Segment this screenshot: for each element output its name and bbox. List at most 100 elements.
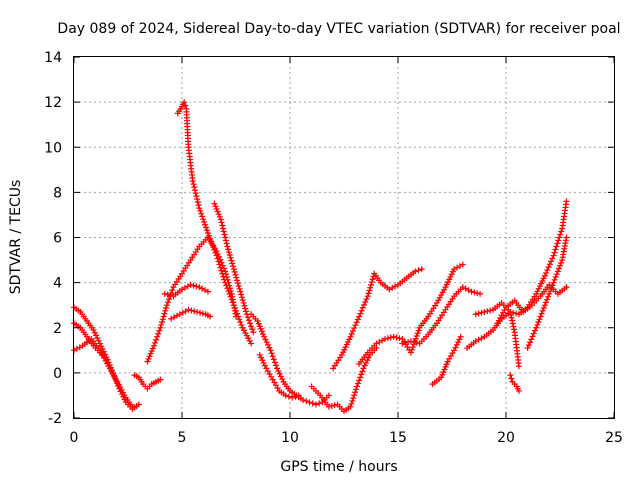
data-point (544, 267, 551, 274)
data-point (361, 301, 368, 308)
data-point (409, 344, 416, 351)
data-point (199, 213, 206, 220)
data-point (289, 394, 296, 401)
data-point (279, 376, 286, 383)
series-trace-e (144, 234, 239, 365)
data-point (228, 257, 235, 264)
data-point (563, 234, 570, 241)
data-point (530, 330, 537, 337)
data-point (91, 329, 98, 336)
y-axis-label: SDTVAR / TECUs (8, 180, 24, 295)
data-point (266, 344, 273, 351)
data-point (529, 333, 536, 340)
data-point (189, 178, 196, 185)
data-point (402, 339, 409, 346)
data-point (241, 302, 248, 309)
data-point (220, 273, 227, 280)
series-trace-s (507, 372, 522, 394)
data-point (349, 397, 356, 404)
data-point (223, 282, 230, 289)
data-point (364, 293, 371, 300)
data-point (236, 316, 243, 323)
x-tick-label: 20 (497, 430, 515, 446)
data-point (363, 359, 370, 366)
data-point (201, 218, 208, 225)
data-point (475, 310, 482, 317)
data-point (442, 363, 449, 370)
data-point (135, 401, 142, 408)
data-point (193, 193, 200, 200)
data-point (524, 345, 531, 352)
data-point (149, 345, 156, 352)
data-point (471, 289, 478, 296)
data-point (169, 287, 176, 294)
data-point (234, 277, 241, 284)
data-point (167, 292, 174, 299)
data-point (248, 340, 255, 347)
data-point (260, 331, 266, 338)
data-point (399, 340, 406, 347)
data-point (356, 377, 363, 384)
data-point (472, 311, 479, 318)
data-point (155, 330, 162, 337)
data-point (95, 337, 102, 344)
data-point (468, 288, 475, 295)
y-tick-label: 14 (44, 50, 62, 66)
data-point (198, 210, 205, 217)
data-point (234, 310, 241, 317)
data-point (306, 399, 313, 406)
data-point (382, 336, 389, 343)
data-point (153, 336, 160, 343)
data-point (557, 262, 563, 269)
data-point (231, 305, 238, 312)
x-tick-label: 0 (70, 430, 79, 446)
data-point (441, 366, 448, 373)
y-tick-label: 0 (53, 366, 62, 382)
data-point (159, 316, 166, 323)
data-point (259, 357, 266, 364)
data-point (515, 363, 522, 370)
data-point (222, 234, 229, 241)
data-point (260, 359, 267, 366)
data-point (158, 321, 165, 328)
x-tick-label: 10 (281, 430, 299, 446)
data-point (235, 313, 242, 320)
data-point (474, 290, 481, 297)
data-point (166, 296, 173, 303)
data-point (232, 271, 239, 278)
data-point (144, 358, 151, 365)
data-point (354, 316, 361, 323)
data-point (229, 299, 236, 306)
data-point (145, 355, 152, 362)
data-point (223, 240, 230, 247)
data-point (237, 319, 244, 326)
data-point (384, 335, 391, 342)
data-point (556, 234, 563, 241)
data-point (220, 228, 227, 235)
data-point (414, 330, 421, 337)
plot-frame (73, 56, 615, 419)
data-point (163, 302, 170, 309)
data-point (238, 291, 245, 298)
data-point (312, 401, 319, 408)
series-trace-h (174, 99, 255, 347)
data-point (263, 339, 270, 346)
data-point (528, 336, 535, 343)
data-point (356, 313, 363, 320)
data-point (213, 252, 220, 259)
data-point (412, 335, 419, 342)
data-point (368, 281, 374, 288)
data-point (538, 310, 545, 317)
data-point (192, 190, 199, 197)
data-point (481, 308, 488, 315)
data-point (405, 339, 412, 346)
data-point (156, 327, 163, 334)
data-point (258, 354, 265, 361)
data-point (359, 304, 366, 311)
data-point (351, 392, 358, 399)
data-point (154, 333, 161, 340)
data-point (413, 333, 420, 340)
data-point (225, 288, 232, 295)
data-point (412, 268, 419, 275)
data-point (292, 393, 299, 400)
